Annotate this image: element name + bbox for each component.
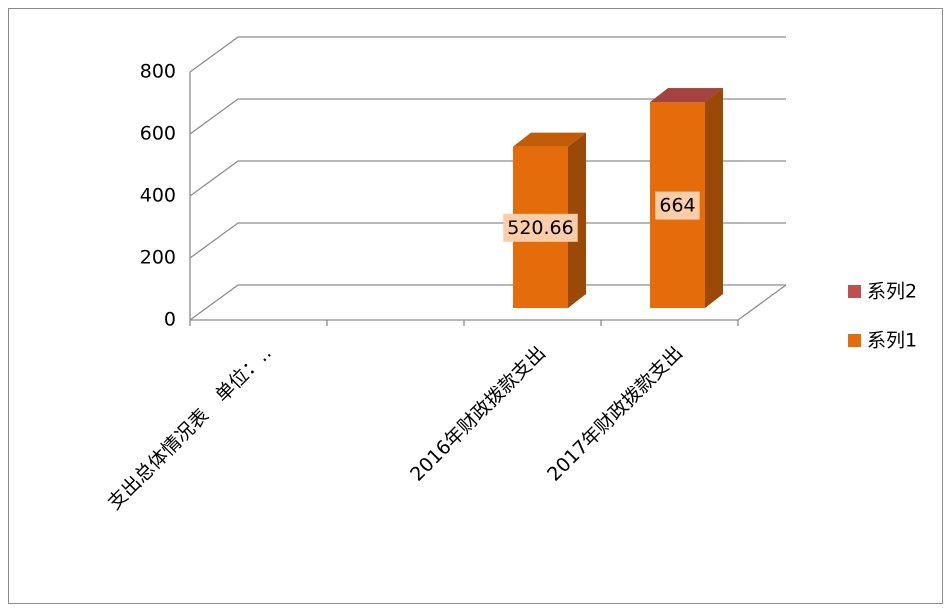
legend-swatch (848, 334, 861, 347)
y-tick-label: 0 (164, 309, 176, 331)
y-tick-label: 200 (140, 247, 176, 269)
y-tick-label: 800 (140, 61, 176, 83)
legend-swatch (848, 285, 861, 298)
grid-line (189, 98, 786, 135)
data-label-box (503, 213, 578, 242)
chart-border (8, 8, 943, 604)
y-tick-label: 600 (140, 123, 176, 145)
data-label-box (655, 191, 700, 220)
grid-line (189, 222, 786, 259)
grid-line (189, 160, 786, 197)
bar-side (705, 88, 723, 308)
grid-line (189, 36, 786, 73)
bar (650, 88, 723, 103)
legend-label: 系列1 (867, 330, 917, 352)
y-tick-label: 400 (140, 185, 176, 207)
bar-top (513, 132, 586, 147)
grid-line (189, 284, 786, 321)
legend-label: 系列2 (867, 281, 917, 303)
data-label: 520.66 (507, 217, 573, 239)
bar-top (650, 88, 723, 103)
data-label: 664 (659, 195, 695, 217)
